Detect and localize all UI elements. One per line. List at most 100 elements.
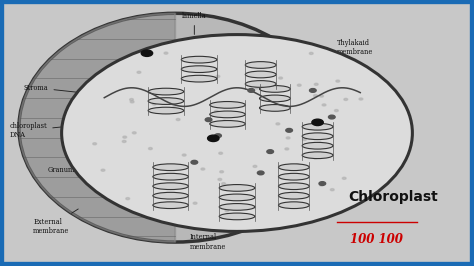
- Ellipse shape: [246, 71, 276, 78]
- Text: External
membrane: External membrane: [33, 209, 78, 235]
- Ellipse shape: [153, 164, 188, 171]
- Circle shape: [319, 182, 326, 185]
- Text: Thylakaid: Thylakaid: [316, 68, 370, 82]
- Ellipse shape: [259, 95, 290, 102]
- Circle shape: [201, 168, 205, 170]
- Ellipse shape: [210, 102, 246, 108]
- Circle shape: [205, 118, 212, 122]
- Circle shape: [253, 84, 256, 86]
- Ellipse shape: [279, 202, 309, 209]
- Ellipse shape: [153, 192, 188, 199]
- Circle shape: [286, 137, 290, 139]
- Circle shape: [216, 75, 220, 77]
- Text: chloroplast
DNA: chloroplast DNA: [9, 122, 78, 139]
- Ellipse shape: [210, 120, 246, 127]
- Ellipse shape: [219, 194, 255, 201]
- Circle shape: [318, 142, 322, 144]
- Ellipse shape: [219, 213, 255, 220]
- Circle shape: [297, 84, 301, 86]
- Circle shape: [253, 165, 257, 167]
- Circle shape: [164, 52, 168, 54]
- Ellipse shape: [148, 88, 183, 95]
- Text: Thylakaid
membrane: Thylakaid membrane: [315, 39, 373, 63]
- Circle shape: [226, 185, 230, 187]
- Circle shape: [215, 110, 219, 113]
- Circle shape: [129, 98, 133, 101]
- Circle shape: [93, 143, 97, 145]
- Circle shape: [182, 154, 186, 156]
- Circle shape: [141, 50, 153, 56]
- Text: Chloroplast: Chloroplast: [348, 190, 438, 204]
- Ellipse shape: [246, 62, 276, 68]
- Ellipse shape: [246, 81, 276, 87]
- Ellipse shape: [259, 105, 290, 111]
- Circle shape: [223, 120, 227, 122]
- Ellipse shape: [302, 133, 333, 140]
- Polygon shape: [19, 13, 175, 242]
- Circle shape: [276, 123, 280, 125]
- Circle shape: [208, 135, 219, 142]
- Circle shape: [296, 164, 300, 166]
- Ellipse shape: [181, 66, 217, 73]
- Circle shape: [330, 189, 334, 191]
- Ellipse shape: [153, 202, 188, 209]
- Ellipse shape: [181, 56, 217, 63]
- Circle shape: [291, 193, 294, 196]
- Circle shape: [319, 184, 323, 186]
- Ellipse shape: [181, 75, 217, 82]
- Circle shape: [126, 198, 129, 200]
- Text: Granum: Granum: [47, 165, 101, 174]
- Circle shape: [191, 160, 198, 164]
- Circle shape: [220, 171, 224, 173]
- Circle shape: [130, 101, 134, 103]
- Circle shape: [257, 171, 264, 175]
- Circle shape: [359, 98, 363, 100]
- Circle shape: [279, 77, 283, 79]
- Text: lamella: lamella: [182, 12, 207, 35]
- Ellipse shape: [302, 142, 333, 149]
- Ellipse shape: [279, 173, 309, 180]
- Circle shape: [310, 52, 313, 55]
- Circle shape: [310, 89, 316, 92]
- Circle shape: [219, 152, 223, 154]
- Circle shape: [252, 206, 255, 208]
- Circle shape: [137, 71, 141, 73]
- Circle shape: [328, 115, 335, 119]
- Text: 100 100: 100 100: [350, 233, 403, 246]
- Circle shape: [176, 118, 180, 120]
- Ellipse shape: [19, 13, 332, 242]
- Circle shape: [101, 169, 105, 171]
- Circle shape: [255, 87, 259, 89]
- Text: Stroma: Stroma: [24, 84, 82, 93]
- Circle shape: [132, 132, 136, 134]
- Ellipse shape: [279, 164, 309, 171]
- Circle shape: [267, 150, 273, 153]
- Text: lumen: lumen: [231, 36, 252, 56]
- Text: Plastoglobule: Plastoglobule: [325, 84, 382, 98]
- Circle shape: [344, 98, 348, 101]
- Circle shape: [314, 83, 318, 85]
- Circle shape: [152, 103, 156, 105]
- Circle shape: [122, 140, 126, 143]
- Circle shape: [313, 95, 317, 97]
- Ellipse shape: [219, 203, 255, 210]
- Circle shape: [248, 89, 255, 92]
- Ellipse shape: [302, 152, 333, 159]
- Text: Internal
membrane: Internal membrane: [190, 226, 226, 251]
- Ellipse shape: [279, 192, 309, 199]
- Circle shape: [173, 104, 176, 106]
- Circle shape: [222, 182, 226, 185]
- Circle shape: [193, 202, 197, 204]
- Circle shape: [285, 148, 289, 150]
- Ellipse shape: [153, 173, 188, 180]
- Circle shape: [218, 178, 222, 181]
- Circle shape: [302, 138, 306, 140]
- Ellipse shape: [219, 185, 255, 191]
- Circle shape: [225, 210, 229, 212]
- Circle shape: [319, 95, 323, 97]
- Circle shape: [336, 80, 340, 82]
- Circle shape: [322, 104, 326, 106]
- Circle shape: [175, 110, 179, 112]
- Ellipse shape: [153, 183, 188, 190]
- Circle shape: [312, 119, 323, 126]
